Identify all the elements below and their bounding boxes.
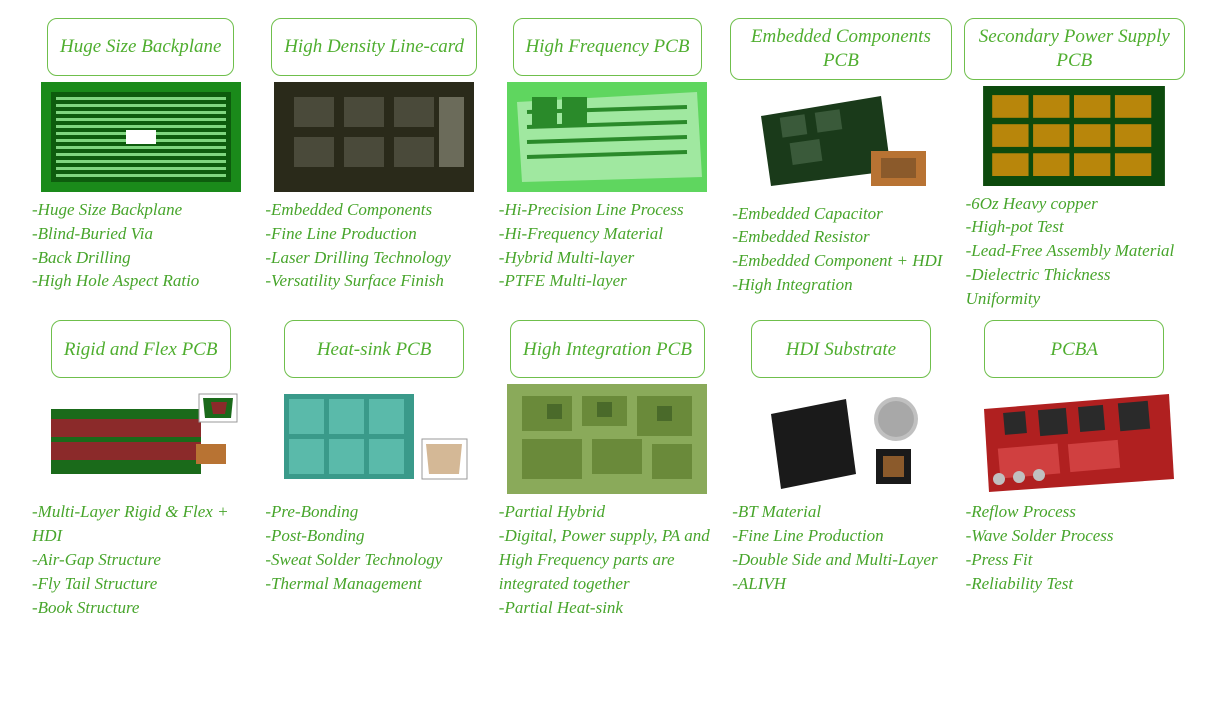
pcb-image-pcba (974, 384, 1174, 494)
card-embedded-components: Embedded Components PCB -Embedded Capaci… (730, 18, 951, 310)
feature-item: -Dielectric Thickness Uniformity (966, 263, 1183, 311)
feature-item: -Pre-Bonding (265, 500, 482, 524)
feature-item: -Double Side and Multi-Layer (732, 548, 949, 572)
card-secondary-power-supply: Secondary Power Supply PCB -6Oz Heavy co… (964, 18, 1185, 310)
card-title: Secondary Power Supply PCB (964, 18, 1185, 80)
card-heat-sink-pcb: Heat-sink PCB -Pre-Bonding -Post-Bonding… (263, 320, 484, 619)
feature-item: -Partial Hybrid (499, 500, 716, 524)
card-pcba: PCBA -Reflow Process -Wave Solder Proces… (964, 320, 1185, 619)
feature-item: -Lead-Free Assembly Material (966, 239, 1183, 263)
card-rigid-flex-pcb: Rigid and Flex PCB -Multi-Layer Rigid & … (30, 320, 251, 619)
feature-list: -Reflow Process -Wave Solder Process -Pr… (964, 500, 1185, 595)
feature-item: -Hybrid Multi-layer (499, 246, 716, 270)
feature-item: -Thermal Management (265, 572, 482, 596)
pcb-image-rigidflex (41, 384, 241, 494)
card-title: HDI Substrate (751, 320, 931, 378)
feature-item: -Reflow Process (966, 500, 1183, 524)
feature-item: -ALIVH (732, 572, 949, 596)
feature-item: -Digital, Power supply, PA and High Freq… (499, 524, 716, 595)
pcb-product-grid: Huge Size Backplane -Huge Size Backplane… (0, 0, 1215, 637)
feature-item: -Hi-Precision Line Process (499, 198, 716, 222)
feature-item: -Back Drilling (32, 246, 249, 270)
feature-item: -Book Structure (32, 596, 249, 620)
pcb-image-embedded (741, 86, 941, 196)
pcb-image-highfreq (507, 82, 707, 192)
feature-item: -Post-Bonding (265, 524, 482, 548)
feature-item: -High Integration (732, 273, 949, 297)
feature-list: -Hi-Precision Line Process -Hi-Frequency… (497, 198, 718, 293)
card-high-integration-pcb: High Integration PCB -Partial Hybrid -Di… (497, 320, 718, 619)
pcb-image-integration (507, 384, 707, 494)
feature-item: -Sweat Solder Technology (265, 548, 482, 572)
card-title: Embedded Components PCB (730, 18, 951, 80)
card-title: Heat-sink PCB (284, 320, 464, 378)
feature-item: -High-pot Test (966, 215, 1183, 239)
card-high-density-linecard: High Density Line-card -Embedded Compone… (263, 18, 484, 310)
feature-item: -Air-Gap Structure (32, 548, 249, 572)
feature-item: -6Oz Heavy copper (966, 192, 1183, 216)
feature-item: -Laser Drilling Technology (265, 246, 482, 270)
feature-list: -Pre-Bonding -Post-Bonding -Sweat Solder… (263, 500, 484, 595)
pcb-image-backplane (41, 82, 241, 192)
feature-item: -Embedded Component + HDI (732, 249, 949, 273)
feature-list: -Embedded Components -Fine Line Producti… (263, 198, 484, 293)
feature-item: -Wave Solder Process (966, 524, 1183, 548)
card-title: High Frequency PCB (513, 18, 703, 76)
pcb-image-heatsink (274, 384, 474, 494)
feature-list: -Embedded Capacitor -Embedded Resistor -… (730, 202, 951, 297)
card-title: Rigid and Flex PCB (51, 320, 231, 378)
feature-item: -Fly Tail Structure (32, 572, 249, 596)
card-title: Huge Size Backplane (47, 18, 234, 76)
feature-item: -High Hole Aspect Ratio (32, 269, 249, 293)
feature-item: -Reliability Test (966, 572, 1183, 596)
card-title: High Integration PCB (510, 320, 705, 378)
feature-item: -Fine Line Production (265, 222, 482, 246)
feature-item: -Embedded Components (265, 198, 482, 222)
feature-list: -Partial Hybrid -Digital, Power supply, … (497, 500, 718, 619)
feature-list: -BT Material -Fine Line Production -Doub… (730, 500, 951, 595)
feature-list: -6Oz Heavy copper -High-pot Test -Lead-F… (964, 192, 1185, 311)
feature-item: -Multi-Layer Rigid & Flex + HDI (32, 500, 249, 548)
feature-item: -Embedded Resistor (732, 225, 949, 249)
card-high-frequency-pcb: High Frequency PCB -Hi-Precision Line Pr… (497, 18, 718, 310)
feature-item: -Fine Line Production (732, 524, 949, 548)
feature-item: -Versatility Surface Finish (265, 269, 482, 293)
feature-item: -Hi-Frequency Material (499, 222, 716, 246)
card-huge-size-backplane: Huge Size Backplane -Huge Size Backplane… (30, 18, 251, 310)
pcb-image-hdi (741, 384, 941, 494)
pcb-image-linecard (274, 82, 474, 192)
feature-item: -PTFE Multi-layer (499, 269, 716, 293)
card-hdi-substrate: HDI Substrate -BT Material -Fine Line Pr… (730, 320, 951, 619)
feature-item: -BT Material (732, 500, 949, 524)
card-title: High Density Line-card (271, 18, 477, 76)
pcb-image-power (974, 86, 1174, 186)
feature-item: -Huge Size Backplane (32, 198, 249, 222)
feature-item: -Embedded Capacitor (732, 202, 949, 226)
feature-item: -Press Fit (966, 548, 1183, 572)
feature-item: -Blind-Buried Via (32, 222, 249, 246)
feature-list: -Huge Size Backplane -Blind-Buried Via -… (30, 198, 251, 293)
feature-item: -Partial Heat-sink (499, 596, 716, 620)
feature-list: -Multi-Layer Rigid & Flex + HDI -Air-Gap… (30, 500, 251, 619)
card-title: PCBA (984, 320, 1164, 378)
